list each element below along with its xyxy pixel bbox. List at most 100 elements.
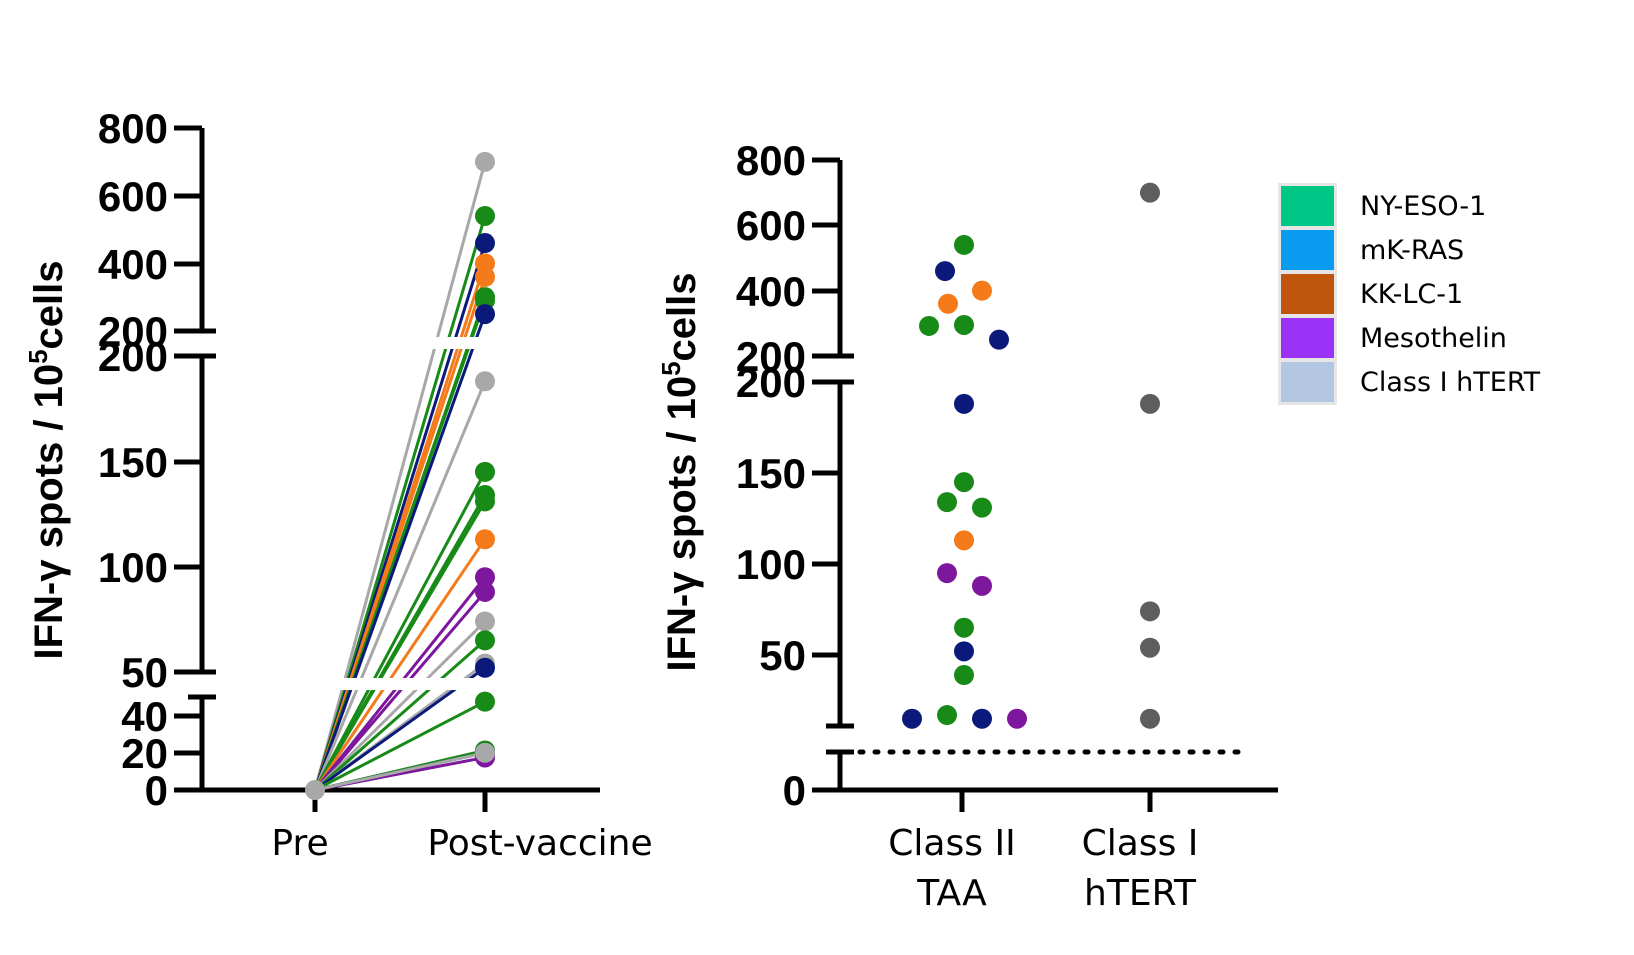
legend-swatch — [1281, 274, 1334, 314]
scatter-point — [972, 575, 992, 596]
post-point — [475, 266, 495, 287]
pre-point — [305, 780, 325, 800]
left-y-tick-label: 40 — [121, 693, 168, 740]
scatter-point — [1140, 393, 1160, 414]
scatter-point — [902, 708, 922, 729]
scatter-point — [972, 497, 992, 518]
scatter-point — [954, 314, 974, 335]
legend-label: KK-LC-1 — [1360, 279, 1463, 310]
left-y-tick-label: 400 — [98, 241, 168, 288]
ylabel-exp: 5 — [656, 361, 686, 375]
pair-line — [313, 590, 487, 791]
scatter-point — [972, 708, 992, 729]
left-y-tick-label: 0 — [145, 767, 168, 814]
scatter-point — [954, 393, 974, 414]
scatter-point — [937, 563, 957, 584]
legend-swatch — [1281, 318, 1334, 358]
right-y-tick-label: 600 — [736, 202, 806, 249]
legend-swatch — [1281, 230, 1334, 270]
left-break-gap — [330, 678, 505, 690]
post-point — [475, 611, 495, 632]
legend-swatch — [1281, 186, 1334, 226]
scatter-point — [937, 492, 957, 513]
scatter-point — [938, 293, 958, 314]
pair-line — [314, 700, 486, 792]
right-x-label-line2: hTERT — [1084, 873, 1197, 914]
right-x-label-line1: Class I — [1082, 823, 1199, 864]
left-y-tick-label: 800 — [98, 105, 168, 152]
right-x-label-line1: Class II — [888, 823, 1015, 864]
right-y-tick-label: 200 — [736, 333, 806, 380]
scatter-point — [1140, 182, 1160, 203]
post-point — [475, 657, 495, 678]
pair-line — [314, 639, 486, 792]
left-y-tick-label: 200 — [98, 308, 168, 355]
post-point — [475, 691, 495, 712]
ylabel-exp: 5 — [23, 349, 53, 363]
right-y-tick-label: 800 — [736, 137, 806, 184]
pair-line — [314, 751, 486, 792]
ylabel-suffix: cells — [660, 272, 704, 361]
pair-line — [313, 500, 487, 791]
scatter-point — [954, 234, 974, 255]
left-break-gap — [430, 337, 505, 349]
right-y-tick-label: 200 — [736, 359, 806, 406]
left-y-tick-label: 150 — [98, 439, 168, 486]
left-y-tick-label: 100 — [98, 544, 168, 591]
left-y-tick-label: 20 — [121, 730, 168, 777]
post-point — [475, 205, 495, 226]
right-y-tick-label: 0 — [783, 767, 806, 814]
post-point — [475, 151, 495, 172]
scatter-point — [954, 472, 974, 493]
scatter-point — [954, 617, 974, 638]
left-y-label: IFN-γ spots / 105cells — [23, 260, 71, 659]
left-y-tick-label: 50 — [121, 649, 168, 696]
post-point — [475, 567, 495, 588]
scatter-point — [919, 315, 939, 336]
post-point — [475, 581, 495, 602]
ylabel-main: IFN-γ spots / 10 — [27, 364, 71, 660]
scatter-point — [1140, 601, 1160, 622]
post-point — [475, 371, 495, 392]
post-point — [475, 461, 495, 482]
scatter-point — [954, 641, 974, 662]
pair-line — [313, 538, 487, 791]
scatter-point — [972, 280, 992, 301]
ylabel-main: IFN-γ spots / 10 — [660, 376, 704, 672]
legend-label: Class I hTERT — [1360, 367, 1541, 398]
post-point — [475, 233, 495, 254]
pair-line — [313, 161, 487, 791]
scatter-point — [1007, 708, 1027, 729]
left-y-tick-label: 600 — [98, 173, 168, 220]
right-y-tick-label: 400 — [736, 268, 806, 315]
scatter-point — [989, 329, 1009, 350]
left-y-tick-label: 200 — [98, 333, 168, 380]
right-y-label: IFN-γ spots / 105cells — [656, 272, 704, 671]
scatter-point — [1140, 708, 1160, 729]
pair-line — [313, 471, 487, 791]
pair-line — [313, 313, 487, 791]
post-point — [475, 529, 495, 550]
legend-label: NY-ESO-1 — [1360, 191, 1486, 222]
legend: NY-ESO-1 mK-RAS KK-LC-1 Mesothelin Class I h… — [1278, 183, 1541, 405]
legend-label: mK-RAS — [1360, 235, 1464, 266]
pair-line — [313, 380, 487, 791]
ylabel-suffix: cells — [27, 260, 71, 349]
right-x-label-line2: TAA — [916, 873, 987, 914]
legend-label: Mesothelin — [1360, 323, 1507, 354]
post-point — [475, 491, 495, 512]
scatter-point — [935, 261, 955, 282]
post-point — [475, 630, 495, 651]
legend-swatch — [1281, 362, 1334, 402]
left-x-label-pre: Pre — [271, 823, 328, 864]
pair-line — [313, 620, 487, 792]
right-y-tick-label: 50 — [759, 632, 806, 679]
scatter-point — [954, 530, 974, 551]
post-point — [475, 304, 495, 325]
scatter-point — [1140, 637, 1160, 658]
right-y-tick-label: 150 — [736, 450, 806, 497]
post-point — [475, 742, 495, 763]
